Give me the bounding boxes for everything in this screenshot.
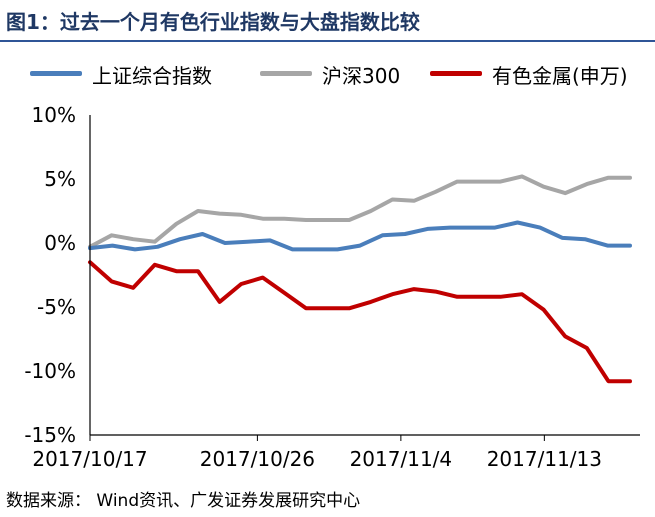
- figure-title: 图1：过去一个月有色行业指数与大盘指数比较: [6, 10, 420, 34]
- y-tick-label: 0%: [44, 231, 76, 255]
- series-line-2: [88, 260, 632, 384]
- legend-label-shanghai-composite: 上证综合指数: [92, 64, 212, 88]
- legend-swatch-csi300: [260, 71, 312, 76]
- series-line-1: [88, 174, 632, 249]
- y-tick-label: -10%: [24, 359, 76, 383]
- x-tick-label: 2017/10/26: [200, 447, 315, 471]
- title-bar: 图1：过去一个月有色行业指数与大盘指数比较: [0, 0, 655, 42]
- series-line-0: [88, 220, 632, 252]
- x-tick-label: 2017/11/4: [350, 447, 453, 471]
- line-chart: 10%5%0%-5%-10%-15% 2017/10/17 2017/10/26 2…: [24, 103, 640, 471]
- legend-label-nonferrous-metals: 有色金属(申万): [492, 64, 628, 88]
- source-note: 数据来源： Wind资讯、广发证券发展研究中心: [6, 491, 361, 511]
- x-tick-label: 2017/11/13: [487, 447, 602, 471]
- legend-label-csi300: 沪深300: [322, 64, 401, 88]
- legend-swatch-shanghai-composite: [30, 71, 82, 76]
- y-tick-label: 5%: [44, 167, 76, 191]
- x-tick-label: 2017/10/17: [32, 447, 147, 471]
- x-axis: 2017/10/17 2017/10/26 2017/11/4 2017/11/13: [32, 434, 640, 471]
- y-axis-tick-labels: 10% 5% 0% -5% -10% -15%: [24, 103, 76, 447]
- legend-swatch-nonferrous-metals: [430, 71, 482, 76]
- y-tick-label: -5%: [37, 295, 76, 319]
- y-tick-label: -15%: [24, 423, 76, 447]
- bottom-rule: [0, 483, 655, 484]
- series-lines: [88, 174, 632, 384]
- y-tick-label: 10%: [32, 103, 76, 127]
- legend: 上证综合指数 沪深300 有色金属(申万): [30, 58, 650, 88]
